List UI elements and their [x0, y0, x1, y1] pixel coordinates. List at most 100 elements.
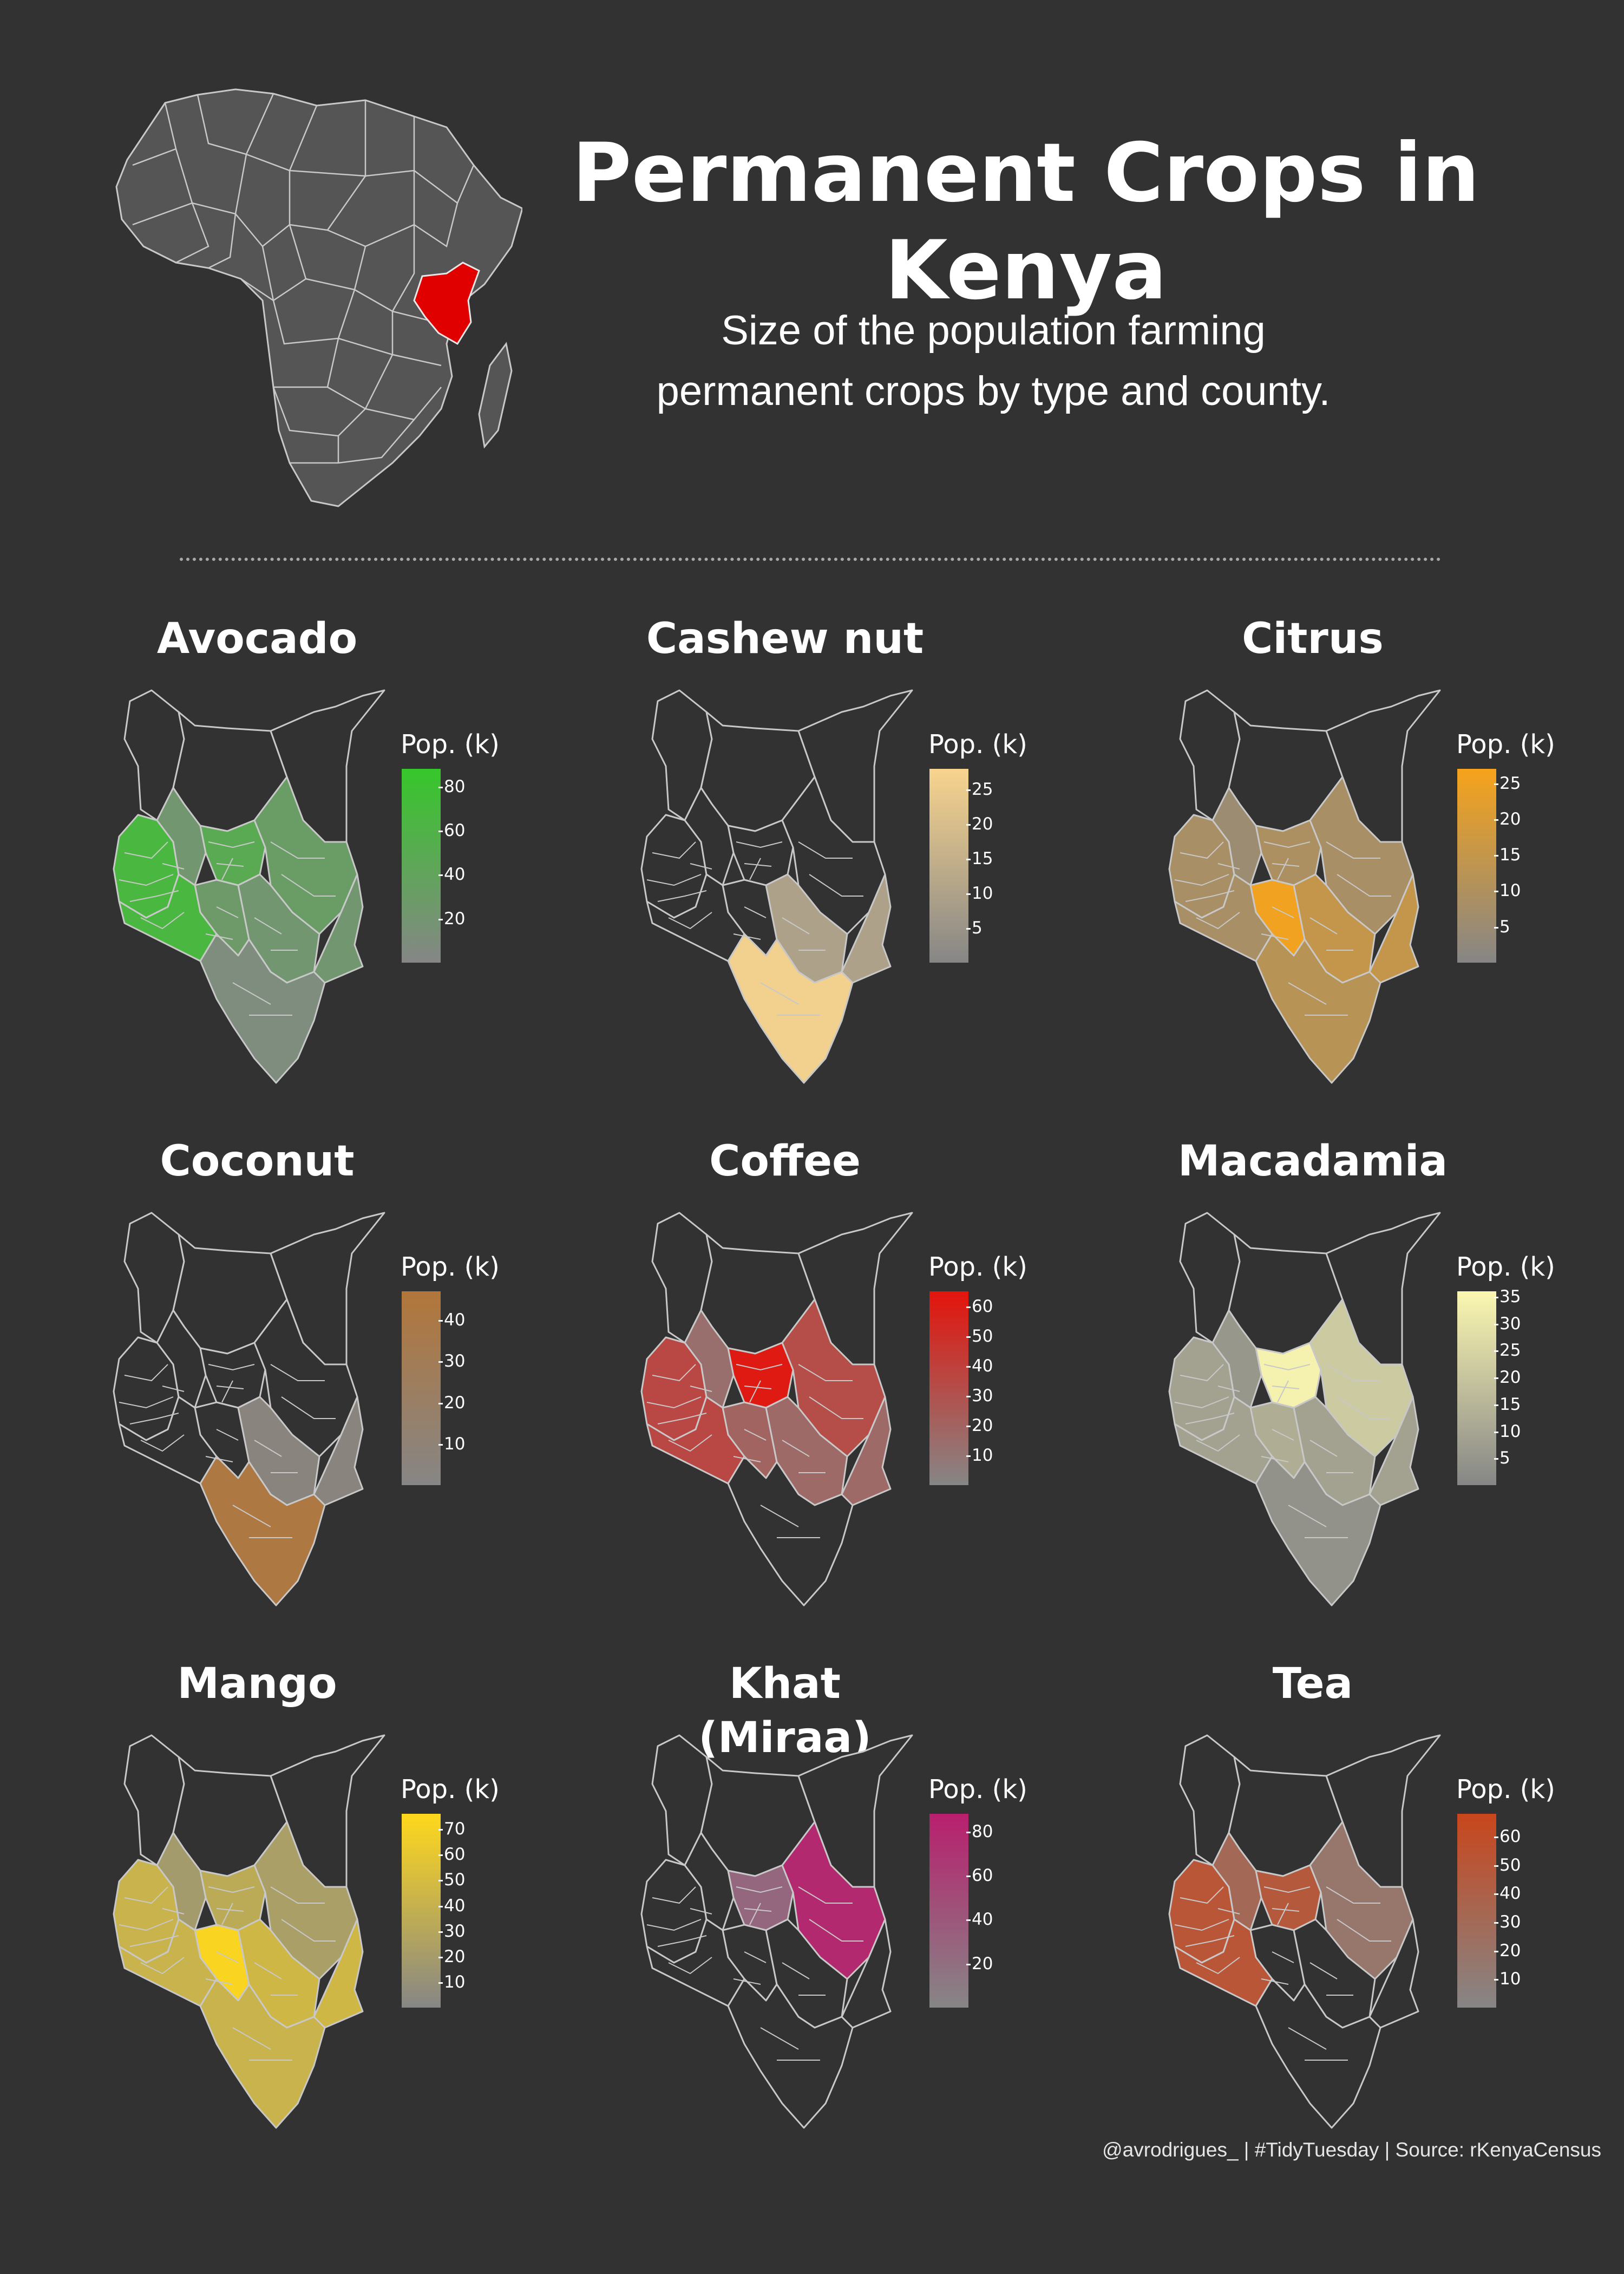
legend-tick-label: 10: [966, 1445, 993, 1465]
legend-tick-label: 10: [1494, 881, 1521, 901]
county-border: [736, 1364, 783, 1371]
kenya-map: [113, 1212, 385, 1606]
legend-tick-label: 5: [1494, 917, 1510, 937]
county-border: [216, 1951, 239, 1963]
county-border: [124, 1364, 168, 1382]
county-border: [1261, 933, 1289, 940]
panel-title: Mango: [177, 1659, 337, 1708]
county-border: [749, 858, 761, 880]
crop-panel-avocado: Avocado Pop. (k) 20 40 60 80: [108, 612, 636, 1113]
county-border: [221, 858, 233, 880]
county-border: [1185, 890, 1235, 902]
county-border: [798, 1886, 853, 1904]
legend-tick-label: 10: [438, 1434, 466, 1454]
legend-color-bar: [1457, 769, 1496, 963]
county-border: [208, 1364, 255, 1371]
county-border: [1261, 1978, 1289, 1985]
county-region-coastne: [313, 1396, 364, 1506]
county-border: [1174, 874, 1229, 886]
county-border: [1261, 1456, 1289, 1462]
legend-tick-label: 30: [438, 1921, 466, 1941]
county-border: [1263, 1364, 1311, 1371]
county-border: [1272, 1951, 1294, 1963]
dotted-divider: [180, 558, 1441, 561]
county-region-central: [199, 1864, 266, 1931]
crop-panel-khat-miraa: Khat (Miraa) Pop. (k) 20 40 60 80: [636, 1657, 1164, 2158]
crop-panel-macadamia: Macadamia Pop. (k) 5 10 15 20 25 30 35: [1164, 1134, 1624, 1635]
county-border: [270, 1364, 325, 1381]
crop-panel-citrus: Citrus Pop. (k) 5 10 15 20 25: [1164, 612, 1624, 1113]
county-border: [646, 1919, 702, 1931]
county-border: [782, 1962, 810, 1979]
legend-color-bar: [929, 769, 968, 963]
panel-title: Tea: [1272, 1659, 1353, 1708]
county-border: [749, 1380, 761, 1403]
county-border: [809, 874, 863, 897]
legend-title: Pop. (k): [401, 729, 500, 760]
county-border: [162, 863, 185, 870]
kenya-highlight-shape: [413, 262, 480, 345]
legend-tick-label: 15: [1494, 1394, 1521, 1414]
county-border: [646, 1396, 702, 1409]
panel-title: Cashew nut: [646, 615, 924, 663]
county-region-southwest: [646, 1396, 745, 1485]
legend-color-bar: [402, 1814, 441, 2008]
county-border: [1180, 1364, 1224, 1382]
county-border: [254, 1440, 282, 1457]
legend-tick-label: 30: [966, 1386, 993, 1406]
county-border: [1337, 1396, 1391, 1419]
legend-tick-label: 20: [1494, 1368, 1521, 1388]
county-region-central: [727, 819, 794, 886]
county-border: [162, 1386, 185, 1392]
county-border: [657, 1413, 707, 1424]
county-border: [281, 1919, 336, 1942]
legend-title: Pop. (k): [928, 729, 1027, 760]
county-region-coastne: [1368, 1396, 1419, 1506]
subtitle-line-1: Size of the population farming: [721, 308, 1266, 354]
county-border: [208, 841, 255, 848]
kenya-map: [640, 689, 913, 1084]
county-border: [782, 917, 810, 935]
legend-tick-label: 30: [1494, 1314, 1521, 1334]
legend-title: Pop. (k): [1456, 1774, 1555, 1805]
kenya-map: [1168, 1212, 1441, 1606]
county-border: [744, 863, 772, 867]
crop-panel-tea: Tea Pop. (k) 10 20 30 40 50 60: [1164, 1657, 1624, 2158]
county-border: [232, 1505, 271, 1527]
county-border: [1309, 1440, 1338, 1457]
county-border: [216, 1908, 244, 1912]
county-border: [232, 2027, 271, 2050]
county-border: [690, 1908, 712, 1914]
county-region-coastne: [841, 873, 892, 984]
legend-tick-label: 20: [438, 1946, 466, 1966]
panel-title: Macadamia: [1177, 1137, 1448, 1186]
legend-tick-label: 5: [1494, 1448, 1510, 1468]
county-border: [798, 841, 853, 859]
panel-title: Citrus: [1242, 615, 1384, 663]
legend-ticks: 5 10 15 20 25 30 35: [1494, 1287, 1564, 1485]
county-border: [1326, 841, 1380, 859]
legend-tick-label: 40: [438, 1310, 466, 1330]
legend-tick-label: 25: [1494, 1341, 1521, 1361]
county-border: [1185, 1935, 1235, 1947]
county-border: [1309, 917, 1338, 935]
county-border: [744, 1908, 772, 1912]
county-border: [216, 1429, 239, 1441]
legend-tick-label: 10: [966, 884, 993, 904]
county-region-central: [199, 1342, 266, 1409]
county-border: [652, 1886, 696, 1904]
legend-tick-label: 40: [966, 1356, 993, 1376]
legend-ticks: 10 20 30 40 50 60 70: [438, 1814, 509, 2008]
county-border: [124, 841, 168, 859]
county-border: [646, 874, 702, 886]
county-border: [129, 1413, 179, 1424]
legend-tick-label: 20: [966, 814, 993, 834]
county-region-southwest: [1174, 873, 1273, 962]
legend-title: Pop. (k): [401, 1252, 500, 1282]
county-border: [1288, 2027, 1327, 2050]
legend-title: Pop. (k): [1456, 729, 1555, 760]
county-region-coastne: [313, 873, 364, 984]
county-region-central: [199, 819, 266, 886]
kenya-map: [640, 1212, 913, 1606]
county-border: [1326, 1364, 1380, 1381]
